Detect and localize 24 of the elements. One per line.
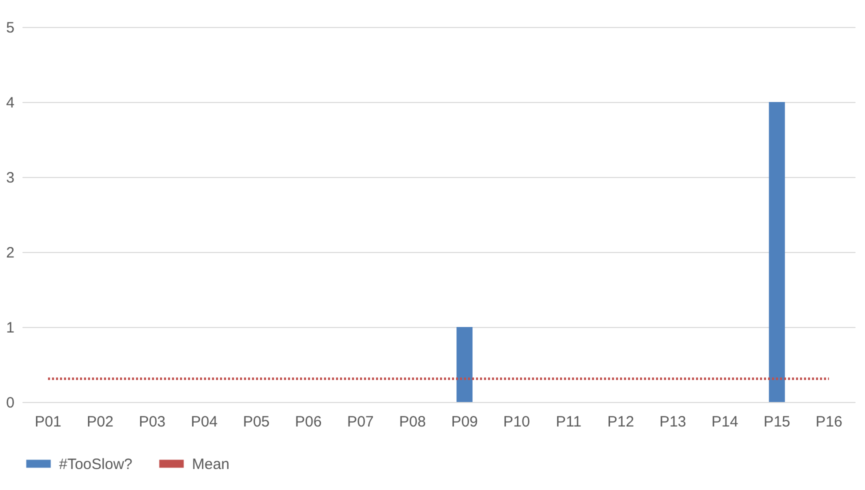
x-tick-label: P07 [347, 414, 374, 430]
legend-label: Mean [192, 456, 230, 473]
x-tick-label: P11 [556, 414, 582, 430]
x-tick-label: P12 [607, 414, 634, 430]
y-tick-label: 2 [6, 244, 14, 262]
x-tick-label: P15 [764, 414, 790, 430]
x-tick-label: P13 [659, 414, 686, 430]
y-tick-label: 1 [6, 320, 14, 336]
y-tick-label: 4 [6, 94, 14, 112]
y-tick-label: 3 [6, 170, 14, 186]
x-tick-label: P05 [242, 414, 270, 430]
x-tick-label: P10 [503, 414, 530, 430]
x-tick-label: P02 [86, 414, 114, 430]
y-tick-label: 0 [6, 394, 14, 412]
legend-label: #TooSlow? [59, 456, 132, 473]
x-tick-label: P08 [399, 414, 426, 430]
x-tick-label: P14 [711, 414, 738, 430]
x-tick-label: P09 [451, 414, 478, 430]
x-tick-label: P04 [190, 414, 218, 430]
x-tick-label: P06 [294, 414, 322, 430]
x-tick-label: P01 [34, 414, 62, 430]
x-tick-label: P16 [816, 414, 842, 430]
x-tick-label: P03 [138, 414, 166, 430]
y-tick-label: 5 [6, 20, 14, 36]
